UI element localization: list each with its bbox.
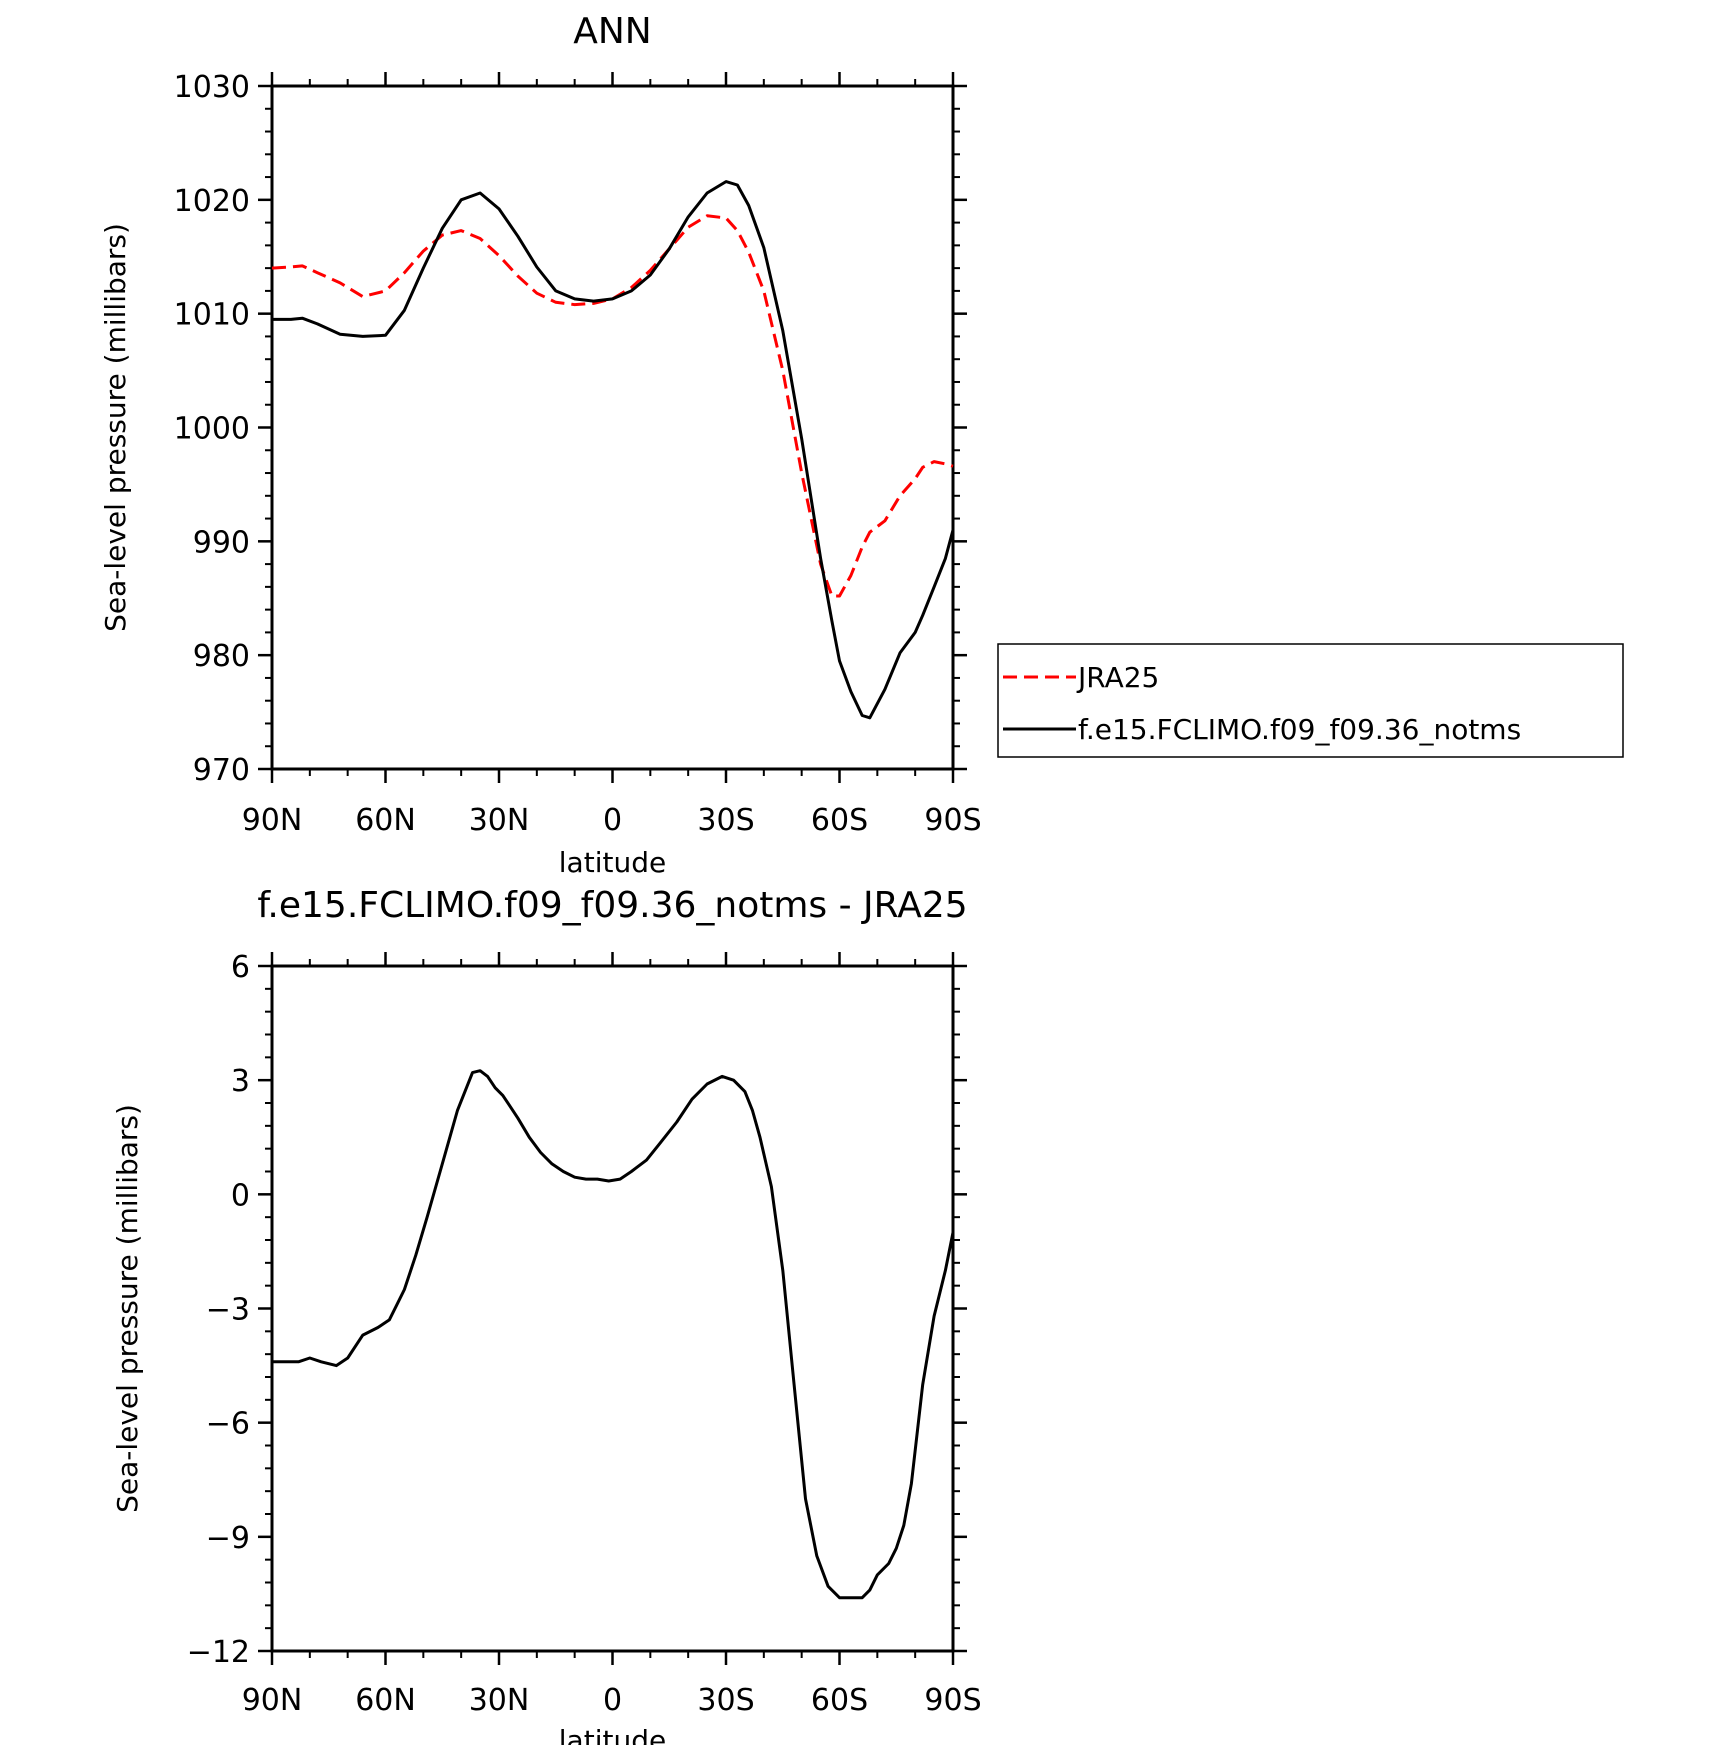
x-tick-label: 30S xyxy=(697,803,754,838)
x-tick-label: 90S xyxy=(924,803,981,838)
x-tick-label: 60N xyxy=(355,803,416,838)
series-line-0 xyxy=(272,1069,955,1600)
y-tick-label: −3 xyxy=(206,1293,250,1328)
top-panel: ANN 90N 60N 30N 0 30S 60S 90S 970 980 990 1000 1010 1… xyxy=(99,11,982,879)
x-tick-label: 0 xyxy=(603,1683,622,1718)
x-axis-label: latitude xyxy=(559,1724,666,1745)
y-tick-label: −6 xyxy=(206,1407,250,1442)
legend: JRA25 f.e15.FCLIMO.f09_f09.36_notms xyxy=(997,643,1624,758)
plot-frame xyxy=(270,964,955,1653)
x-tick-label: 30N xyxy=(469,803,530,838)
x-tick-label: 30S xyxy=(697,1683,754,1718)
y-tick-label: 1010 xyxy=(174,298,250,333)
y-tick-label: 1000 xyxy=(174,412,250,447)
x-tick-label: 90N xyxy=(242,1683,303,1718)
x-axis-label: latitude xyxy=(559,846,666,879)
legend-label-1: f.e15.FCLIMO.f09_f09.36_notms xyxy=(1078,713,1521,746)
y-tick-label: 1020 xyxy=(174,184,250,219)
x-tick-label: 60S xyxy=(811,1683,868,1718)
y-tick-label: 970 xyxy=(193,753,250,788)
series-line-0 xyxy=(271,214,954,598)
x-tick-label: 90N xyxy=(242,803,303,838)
chart-title: f.e15.FCLIMO.f09_f09.36_notms - JRA25 xyxy=(257,885,967,926)
y-tick-label: 980 xyxy=(193,639,250,674)
y-tick-label: 6 xyxy=(231,950,250,985)
x-tick-label: 60S xyxy=(811,803,868,838)
bottom-panel: f.e15.FCLIMO.f09_f09.36_notms - JRA25 90N… xyxy=(111,885,982,1745)
y-tick-label: 1030 xyxy=(174,70,250,105)
y-tick-label: −12 xyxy=(187,1635,250,1670)
y-axis-label: Sea-level pressure (millibars) xyxy=(99,223,132,632)
x-tick-label: 0 xyxy=(603,803,622,838)
y-tick-label: 3 xyxy=(231,1064,250,1099)
legend-label-0: JRA25 xyxy=(1076,661,1159,694)
y-tick-label: 990 xyxy=(193,525,250,560)
legend-box xyxy=(997,643,1624,758)
y-axis-label: Sea-level pressure (millibars) xyxy=(111,1104,144,1513)
plot-frame xyxy=(270,84,955,771)
series-line-1 xyxy=(272,180,955,720)
x-tick-label: 30N xyxy=(469,1683,530,1718)
y-tick-label: −9 xyxy=(206,1521,250,1556)
chart-title: ANN xyxy=(573,11,652,52)
x-tick-label: 60N xyxy=(355,1683,416,1718)
y-tick-label: 0 xyxy=(231,1178,250,1213)
x-tick-label: 90S xyxy=(924,1683,981,1718)
